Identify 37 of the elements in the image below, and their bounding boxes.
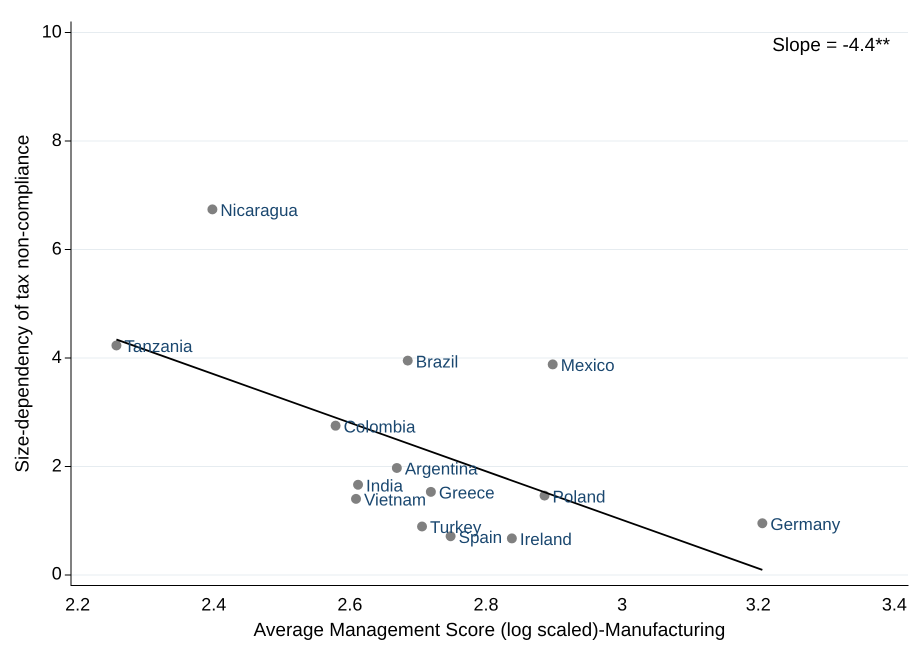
y-axis-title: Size-dependency of tax non-compliance bbox=[12, 134, 34, 473]
point bbox=[548, 359, 558, 370]
point bbox=[757, 518, 768, 528]
annotation: Nicaragua bbox=[220, 201, 298, 220]
y-tick-label: 6 bbox=[52, 238, 62, 258]
x-tick-label: 2.2 bbox=[65, 594, 90, 614]
annotation: Argentina bbox=[404, 460, 478, 479]
x-tick-label: 3.4 bbox=[882, 594, 907, 614]
point bbox=[207, 204, 218, 214]
x-tick-label: 2.6 bbox=[337, 594, 362, 614]
annotation: Germany bbox=[770, 514, 841, 534]
x-tick-label: 3 bbox=[617, 594, 628, 614]
point bbox=[402, 356, 413, 366]
point bbox=[351, 494, 362, 504]
x-tick-label: 2.8 bbox=[473, 594, 499, 614]
annotation: Mexico bbox=[560, 356, 615, 376]
y-tick-label: 10 bbox=[42, 22, 62, 42]
point bbox=[353, 480, 364, 490]
point bbox=[426, 486, 436, 497]
y-tick-label: 2 bbox=[52, 455, 62, 476]
annotation: Brazil bbox=[416, 352, 458, 372]
annotation: Vietnam bbox=[364, 490, 426, 510]
y-tick-label: 0 bbox=[52, 564, 62, 584]
point bbox=[506, 533, 517, 544]
annotation: Ireland bbox=[520, 530, 572, 550]
point bbox=[330, 420, 341, 431]
x-tick-label: 2.4 bbox=[201, 594, 226, 614]
annotation: Poland bbox=[552, 487, 606, 506]
annotation: Slope = -4.4** bbox=[772, 35, 891, 56]
point bbox=[392, 462, 402, 473]
x-axis-title: Average Management Score (log scaled)-Manufacturing bbox=[254, 620, 726, 641]
y-tick-label: 4 bbox=[52, 346, 62, 367]
y-tick-label: 8 bbox=[52, 130, 62, 150]
point bbox=[417, 522, 428, 532]
annotation: Greece bbox=[438, 484, 495, 502]
point bbox=[111, 340, 122, 350]
x-tick-label: 3.2 bbox=[746, 594, 771, 614]
